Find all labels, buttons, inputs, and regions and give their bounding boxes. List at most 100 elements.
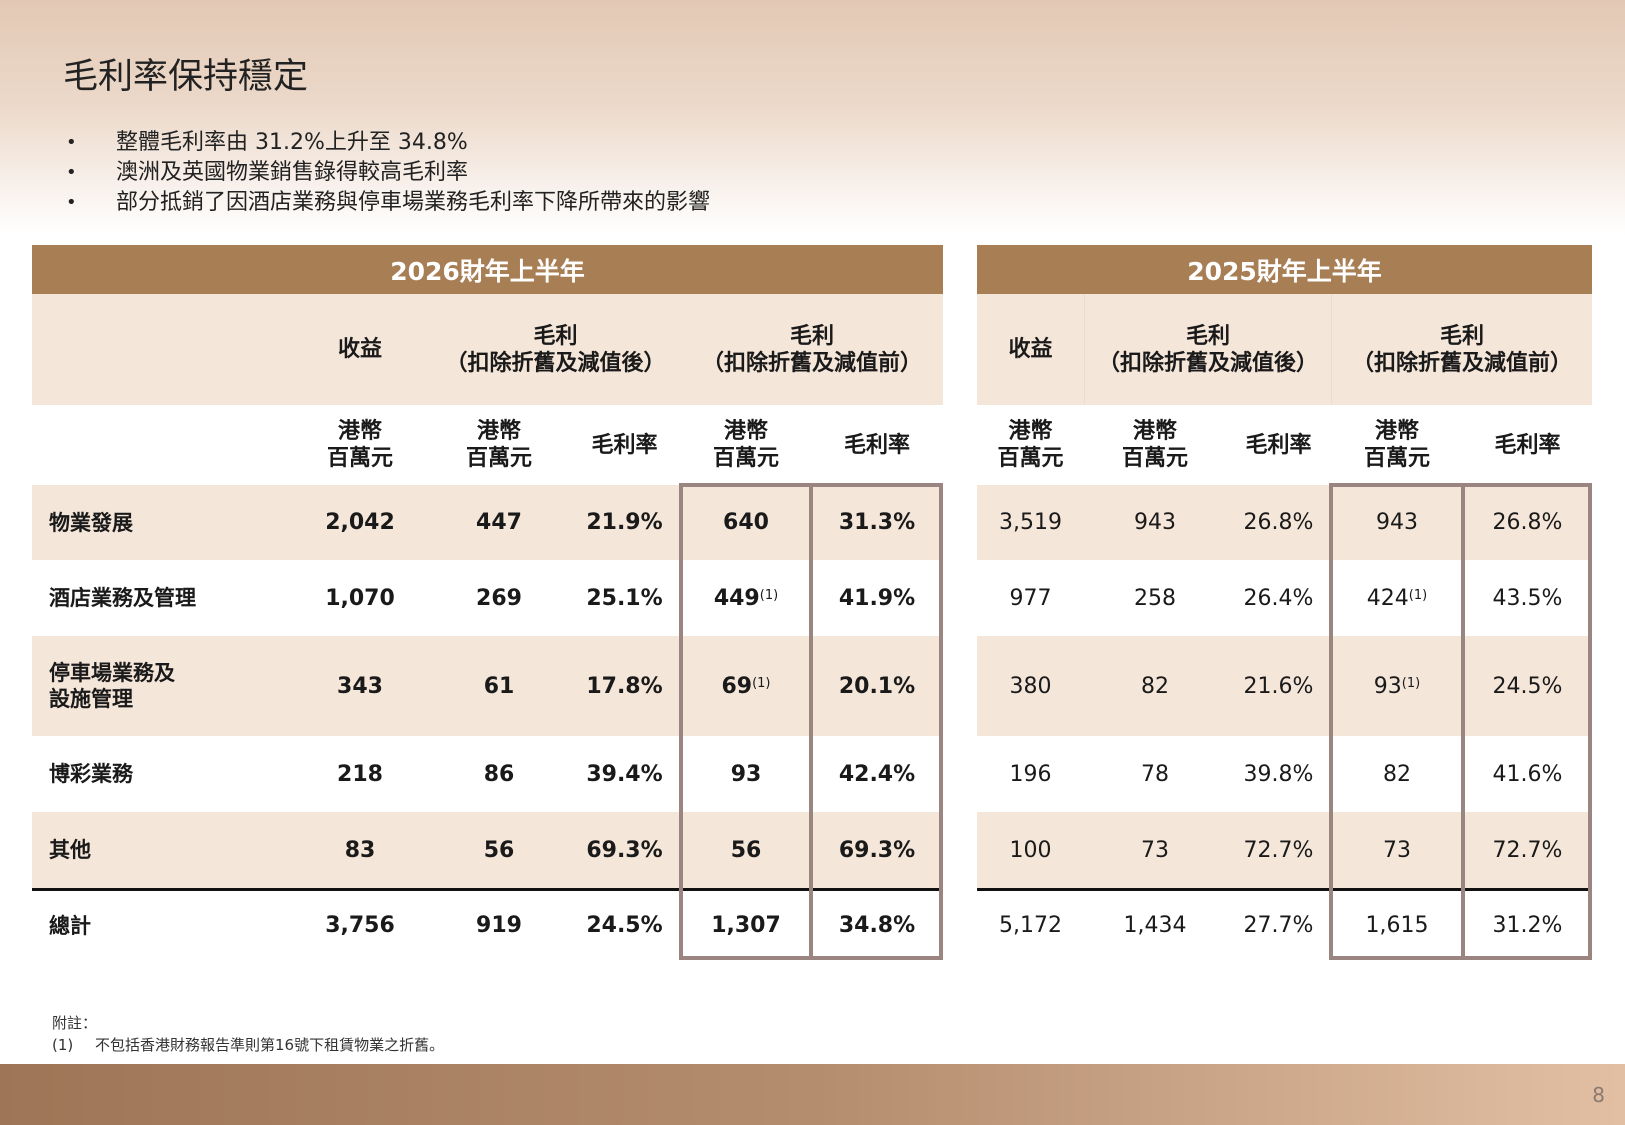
cell-value: 5,172 <box>999 913 1062 938</box>
cell-value: 3,756 <box>325 913 395 938</box>
table-cell: 447 <box>430 510 568 535</box>
cell-value: 56 <box>730 837 762 863</box>
table-cell: 72.7% <box>1226 838 1331 863</box>
table-cell: 218 <box>290 762 430 787</box>
table-cell: 17.8% <box>568 674 681 699</box>
table-cell: 86 <box>430 762 568 787</box>
cell-value: 3,519 <box>999 510 1062 535</box>
table-cell: 31.2% <box>1463 913 1592 938</box>
footnote-ref: (1) <box>1401 675 1421 691</box>
cell-value: 93 <box>1373 673 1402 699</box>
table-cell: 269 <box>430 586 568 611</box>
cell-value: 449 <box>713 585 760 611</box>
table-row: 3,519 943 26.8% 943 26.8% <box>977 485 1592 560</box>
footnote-text: 不包括香港財務報告準則第16號下租賃物業之折舊。 <box>95 1036 445 1054</box>
table-cell: 3,519 <box>977 510 1084 535</box>
cell-value: 86 <box>483 761 515 787</box>
table-row: 酒店業務及管理 1,070 269 25.1% 449(1) 41.9% <box>32 560 943 636</box>
footnote: 附註： (1) 不包括香港財務報告準則第16號下租賃物業之折舊。 <box>52 1012 444 1056</box>
table-cell: 82 <box>1331 762 1463 787</box>
cell-value: 41.6% <box>1492 761 1563 787</box>
table-cell: 5,172 <box>977 913 1084 938</box>
table-cell: 69.3% <box>568 838 681 863</box>
table-row: 380 82 21.6% 93(1) 24.5% <box>977 636 1592 736</box>
cell-value: 82 <box>1141 673 1169 699</box>
table-cell: 26.4% <box>1226 586 1331 611</box>
table-cell: 943 <box>1331 510 1463 535</box>
cell-value: 21.6% <box>1243 673 1314 699</box>
gross-profit-table-2026: 2026財年上半年 收益 毛利 （扣除折舊及減值後） 毛利 （扣除折舊及減值前） 港幣 百萬元… <box>32 245 943 960</box>
table-cell: 82 <box>1084 674 1226 699</box>
table-cell: 2,042 <box>290 510 430 535</box>
table-cell: 1,615 <box>1331 913 1463 938</box>
unit-header-row: 港幣 百萬元 港幣 百萬元 毛利率 港幣 百萬元 毛利率 <box>32 405 943 485</box>
cell-value: 78 <box>1141 761 1169 787</box>
table-cell: 39.4% <box>568 762 681 787</box>
table-cell: 27.7% <box>1226 913 1331 938</box>
gross-profit-qualifier: （扣除折舊及減值前） <box>1351 350 1572 376</box>
unit-label: 港幣 <box>1008 419 1053 444</box>
unit-label: 百萬元 <box>326 446 393 471</box>
table-cell: 41.9% <box>811 586 943 611</box>
cell-value: 24.5% <box>1492 673 1563 699</box>
cell-value: 218 <box>337 761 383 787</box>
footnote-heading: 附註： <box>52 1014 98 1032</box>
table-cell: 24.5% <box>568 913 681 938</box>
column-group-header-row: 收益 毛利 （扣除折舊及減值後） 毛利 （扣除折舊及減值前） <box>977 294 1592 405</box>
cell-value: 69 <box>721 673 753 699</box>
cell-value: 72.7% <box>1492 837 1563 863</box>
unit-hkd-million-header: 港幣 百萬元 <box>1084 418 1226 472</box>
margin-header: 毛利率 <box>843 432 910 458</box>
cell-value: 26.4% <box>1243 585 1314 611</box>
unit-label: 百萬元 <box>712 446 779 471</box>
cell-value: 1,615 <box>1365 913 1429 938</box>
table-row: 977 258 26.4% 424(1) 43.5% <box>977 560 1592 636</box>
highlight-frame <box>809 483 943 960</box>
column-group-header-row: 收益 毛利 （扣除折舊及減值後） 毛利 （扣除折舊及減值前） <box>32 294 943 405</box>
table-cell: 100 <box>977 838 1084 863</box>
total-row: 總計 3,756 919 24.5% 1,307 34.8% <box>32 888 943 960</box>
cell-value: 943 <box>1376 510 1418 535</box>
footnote-ref: (1) <box>1408 587 1428 603</box>
highlight-frame <box>679 483 813 960</box>
gross-profit-table-2025: 2025財年上半年 收益 毛利 （扣除折舊及減值後） 毛利 （扣除折舊及減值前） 港幣 百萬元… <box>977 245 1592 960</box>
unit-label: 百萬元 <box>465 446 532 471</box>
cell-value: 1,070 <box>325 585 395 611</box>
table-cell: 20.1% <box>811 674 943 699</box>
period-header: 2025財年上半年 <box>977 245 1592 294</box>
unit-label: 百萬元 <box>1121 446 1188 471</box>
row-label: 其他 <box>49 838 91 862</box>
table-cell: 449(1) <box>681 586 811 611</box>
highlight-frame <box>1329 483 1465 960</box>
table-cell: 61 <box>430 674 568 699</box>
unit-label: 港幣 <box>1374 419 1419 444</box>
table-cell: 43.5% <box>1463 586 1592 611</box>
table-cell: 34.8% <box>811 913 943 938</box>
unit-label: 港幣 <box>1132 419 1177 444</box>
table-row: 100 73 72.7% 73 72.7% <box>977 812 1592 888</box>
table-cell: 56 <box>681 838 811 863</box>
bullet-item: 澳洲及英國物業銷售錄得較高毛利率 <box>66 158 710 188</box>
cell-value: 447 <box>476 510 522 535</box>
table-cell: 93 <box>681 762 811 787</box>
table-cell: 25.1% <box>568 586 681 611</box>
total-row: 5,172 1,434 27.7% 1,615 31.2% <box>977 888 1592 960</box>
row-label: 總計 <box>49 913 91 938</box>
margin-header: 毛利率 <box>591 432 658 458</box>
table-cell: 977 <box>977 586 1084 611</box>
table-cell: 3,756 <box>290 913 430 938</box>
margin-header: 毛利率 <box>1494 432 1561 458</box>
unit-hkd-million-header: 港幣 百萬元 <box>430 418 568 472</box>
row-label: 物業發展 <box>49 510 133 535</box>
table-row: 物業發展 2,042 447 21.9% 640 31.3% <box>32 485 943 560</box>
cell-value: 34.8% <box>838 913 916 938</box>
table-row: 博彩業務 218 86 39.4% 93 42.4% <box>32 736 943 812</box>
cell-value: 380 <box>1009 673 1052 699</box>
table-cell: 39.8% <box>1226 762 1331 787</box>
gross-profit-after-header: 毛利 （扣除折舊及減值後） <box>1084 294 1331 405</box>
cell-value: 69.3% <box>586 837 663 863</box>
table-cell: 26.8% <box>1226 510 1331 535</box>
gross-profit-before-header: 毛利 （扣除折舊及減值前） <box>681 294 943 405</box>
table-cell: 21.9% <box>568 510 681 535</box>
cell-value: 20.1% <box>838 673 916 699</box>
